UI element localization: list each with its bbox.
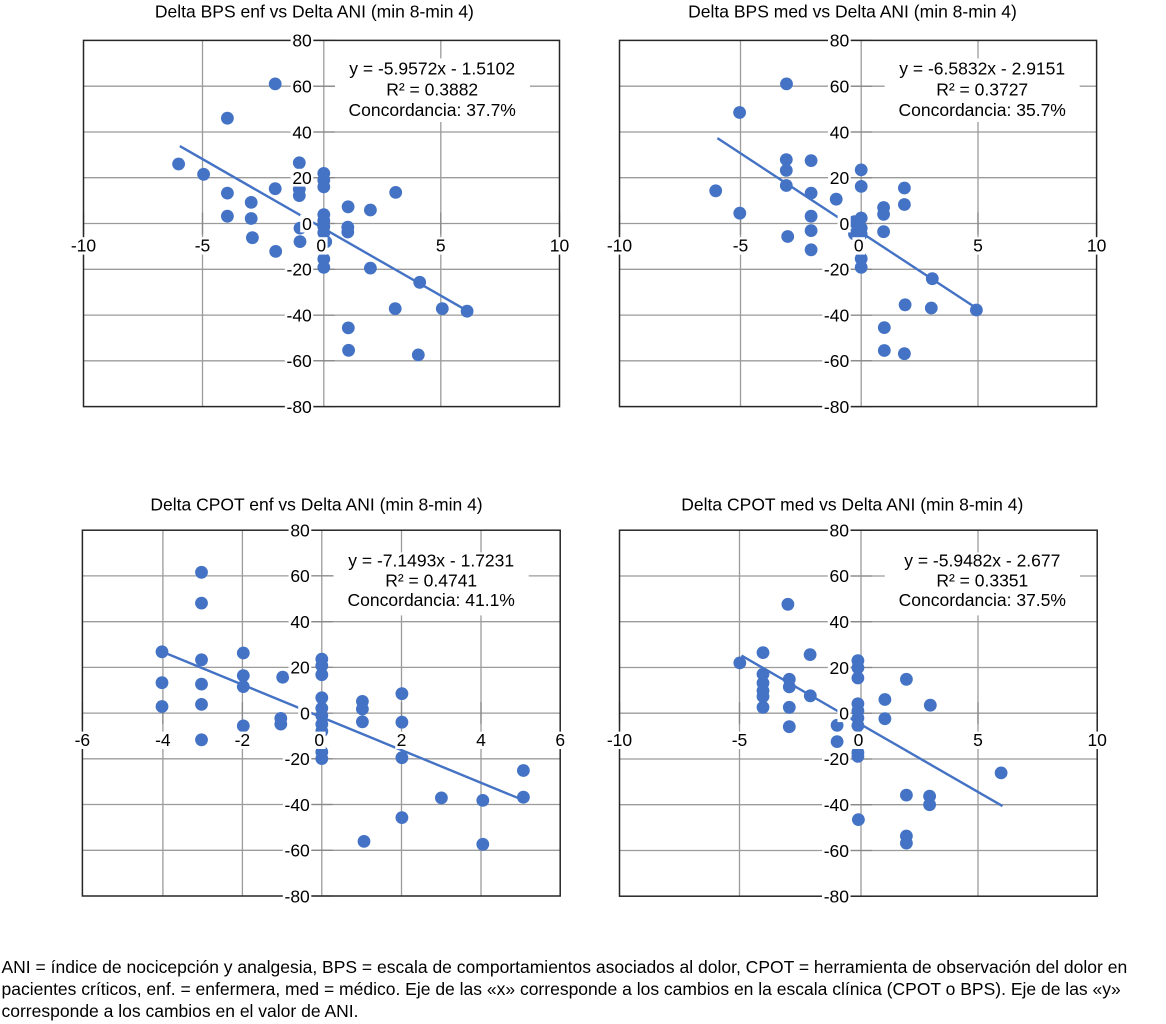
- svg-text:60: 60: [290, 566, 310, 586]
- svg-text:y = -6.5832x - 2.9151: y = -6.5832x - 2.9151: [899, 59, 1065, 79]
- svg-text:-60: -60: [287, 351, 313, 371]
- svg-text:-5: -5: [195, 235, 211, 255]
- svg-text:y = -7.1493x - 1.7231: y = -7.1493x - 1.7231: [348, 551, 514, 571]
- svg-text:80: 80: [830, 31, 850, 51]
- svg-text:-2: -2: [235, 730, 251, 750]
- svg-text:60: 60: [830, 77, 850, 97]
- svg-text:R² = 0.3351: R² = 0.3351: [936, 570, 1028, 590]
- svg-text:4: 4: [476, 730, 486, 750]
- svg-text:0: 0: [854, 730, 864, 750]
- svg-text:-20: -20: [824, 749, 850, 769]
- svg-text:-80: -80: [824, 887, 850, 907]
- svg-text:-6: -6: [75, 730, 91, 750]
- svg-text:10: 10: [1087, 235, 1107, 255]
- svg-text:R² = 0.4741: R² = 0.4741: [385, 570, 477, 590]
- svg-text:Concordancia: 37.7%: Concordancia: 37.7%: [349, 100, 516, 120]
- svg-text:20: 20: [292, 168, 312, 188]
- svg-text:Concordancia: 41.1%: Concordancia: 41.1%: [348, 590, 515, 610]
- svg-text:0: 0: [854, 235, 864, 255]
- svg-text:-60: -60: [824, 351, 850, 371]
- svg-text:-60: -60: [824, 841, 850, 861]
- svg-text:0: 0: [302, 214, 312, 234]
- svg-text:10: 10: [550, 235, 570, 255]
- svg-text:-60: -60: [285, 841, 311, 861]
- svg-text:0: 0: [300, 703, 310, 723]
- svg-text:pacientes críticos, enf. = enf: pacientes críticos, enf. = enfermera, me…: [2, 979, 1122, 999]
- svg-text:Delta CPOT enf vs Delta ANI (m: Delta CPOT enf vs Delta ANI (min 8-min 4…: [150, 495, 482, 515]
- svg-text:5: 5: [973, 235, 983, 255]
- svg-text:40: 40: [292, 122, 312, 142]
- svg-text:Concordancia: 35.7%: Concordancia: 35.7%: [899, 100, 1066, 120]
- svg-text:40: 40: [830, 122, 850, 142]
- svg-text:y = -5.9482x - 2.677: y = -5.9482x - 2.677: [904, 551, 1060, 571]
- svg-text:-4: -4: [155, 730, 171, 750]
- svg-text:R² = 0.3727: R² = 0.3727: [936, 79, 1028, 99]
- svg-text:80: 80: [830, 521, 850, 541]
- svg-text:-80: -80: [824, 397, 850, 417]
- svg-text:40: 40: [830, 612, 850, 632]
- svg-text:Concordancia: 37.5%: Concordancia: 37.5%: [899, 590, 1066, 610]
- svg-text:Delta BPS enf vs Delta ANI (mi: Delta BPS enf vs Delta ANI (min 8-min 4): [155, 2, 474, 22]
- svg-text:-10: -10: [607, 235, 633, 255]
- svg-text:corresponde a los cambios en e: corresponde a los cambios en el valor de…: [2, 1001, 359, 1021]
- svg-text:20: 20: [830, 658, 850, 678]
- svg-text:y = -5.9572x - 1.5102: y = -5.9572x - 1.5102: [349, 59, 515, 79]
- svg-text:R² = 0.3882: R² = 0.3882: [386, 79, 478, 99]
- svg-text:-40: -40: [824, 305, 850, 325]
- svg-text:0: 0: [314, 730, 324, 750]
- svg-text:2: 2: [397, 730, 407, 750]
- svg-text:60: 60: [830, 566, 850, 586]
- svg-text:ANI = índice de nocicepción y: ANI = índice de nocicepción y analgesia,…: [2, 957, 1128, 977]
- svg-text:-40: -40: [285, 795, 311, 815]
- svg-text:-40: -40: [287, 305, 313, 325]
- svg-text:6: 6: [555, 730, 565, 750]
- svg-text:60: 60: [292, 77, 312, 97]
- svg-text:0: 0: [839, 214, 849, 234]
- svg-text:-40: -40: [824, 795, 850, 815]
- svg-text:-80: -80: [285, 886, 311, 906]
- svg-text:80: 80: [290, 521, 310, 541]
- svg-text:10: 10: [1087, 730, 1107, 750]
- svg-text:-20: -20: [285, 749, 311, 769]
- svg-text:-20: -20: [287, 260, 313, 280]
- svg-text:80: 80: [292, 31, 312, 51]
- svg-text:5: 5: [973, 730, 983, 750]
- svg-text:20: 20: [830, 168, 850, 188]
- svg-text:-80: -80: [287, 397, 313, 417]
- svg-text:Delta BPS med vs Delta ANI (mi: Delta BPS med vs Delta ANI (min 8-min 4): [688, 2, 1017, 22]
- svg-text:0: 0: [316, 235, 326, 255]
- svg-text:-10: -10: [71, 235, 97, 255]
- svg-text:0: 0: [839, 704, 849, 724]
- svg-text:-10: -10: [607, 730, 633, 750]
- svg-text:20: 20: [290, 658, 310, 678]
- svg-text:5: 5: [436, 235, 446, 255]
- svg-text:-20: -20: [824, 260, 850, 280]
- svg-text:-5: -5: [732, 730, 748, 750]
- svg-text:Delta CPOT med vs Delta ANI (m: Delta CPOT med vs Delta ANI (min 8-min 4…: [681, 495, 1023, 515]
- svg-text:-5: -5: [733, 235, 749, 255]
- svg-text:40: 40: [290, 612, 310, 632]
